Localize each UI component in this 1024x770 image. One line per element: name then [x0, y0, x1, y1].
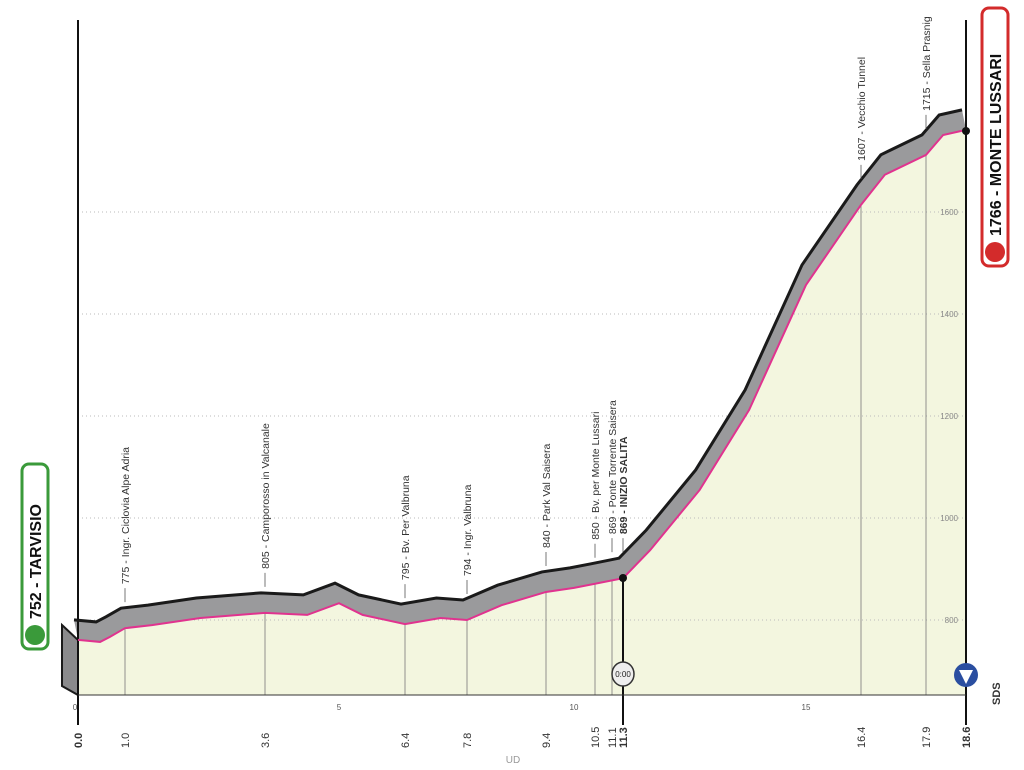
km-label: 9.4: [541, 733, 553, 748]
annotation-label: 850 - Bv. per Monte Lussari: [590, 412, 602, 540]
start-wall: [61, 622, 79, 697]
km-label: 0.0: [73, 733, 85, 748]
timecheck-icon: [611, 661, 635, 687]
road-line: [77, 128, 967, 643]
x-tick-label: 5: [337, 703, 342, 712]
annotation-label: 775 - Ingr. Ciclovia Alpe Adria: [120, 447, 132, 584]
km-label: 16.4: [856, 727, 868, 748]
annotation-label: 869 - INIZIO SALITA: [618, 436, 630, 534]
annotation-label: 869 - Ponte Torrente Saisera: [607, 400, 619, 534]
finish-banner: [980, 6, 1010, 268]
y-tick-label: 800: [945, 616, 959, 625]
finish-label: 1766 - MONTE LUSSARI: [988, 54, 1005, 236]
x-tick-label: 10: [570, 703, 579, 712]
km-label: 3.6: [260, 733, 272, 748]
annotation-label: 1715 - Sella Prasnig: [921, 16, 933, 111]
annotation-label: 795 - Bv. Per Valbruna: [400, 475, 412, 580]
y-tick-label: 1600: [940, 208, 958, 217]
km-label: 10.5: [590, 727, 602, 748]
km-label: 6.4: [400, 733, 412, 748]
x-tick-label: 0: [73, 703, 78, 712]
start-label: 752 - TARVISIO: [28, 504, 45, 619]
start-banner: [20, 462, 50, 651]
start-cyclist-icon: [25, 625, 45, 645]
km-label: 1.0: [120, 733, 132, 748]
annotation-label: 794 - Ingr. Valbruna: [462, 484, 474, 576]
annotation-label: 1607 - Vecchio Tunnel: [856, 57, 868, 161]
y-tick-label: 1000: [940, 514, 958, 523]
timecheck-label: 0:00: [615, 670, 631, 679]
finish-cyclist-icon: [985, 242, 1005, 262]
km-label: 18.6: [961, 727, 973, 748]
sds-logo: SDS: [991, 682, 1003, 705]
elevation-line: [73, 108, 963, 624]
y-tick-label: 1400: [940, 310, 958, 319]
province-label: UD: [506, 755, 520, 766]
finish-dot: [962, 127, 970, 135]
km-label: 7.8: [462, 733, 474, 748]
km-label: 11.3: [618, 727, 630, 748]
annotation-label: 840 - Park Val Saisera: [541, 444, 553, 548]
elevation-band: [74, 109, 966, 642]
x-tick-label: 15: [802, 703, 811, 712]
annotation-label: 805 - Camporosso in Valcanale: [260, 423, 272, 569]
climb-start-dot: [619, 574, 627, 582]
profile-fill: [78, 129, 966, 695]
y-tick-label: 1200: [940, 412, 958, 421]
km-label: 11.1: [607, 727, 619, 748]
kom-triangle-icon: [959, 670, 973, 684]
km-label: 17.9: [921, 727, 933, 748]
